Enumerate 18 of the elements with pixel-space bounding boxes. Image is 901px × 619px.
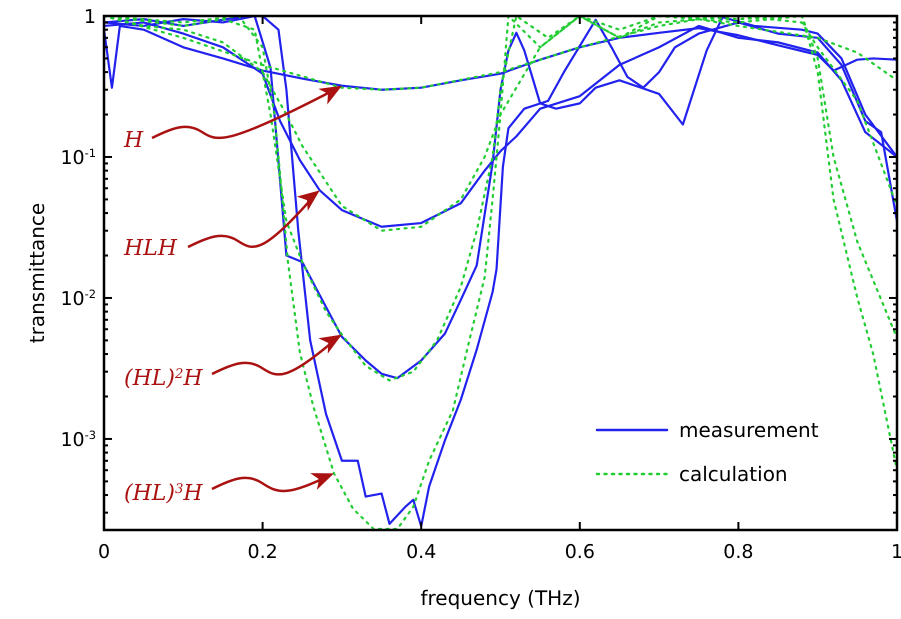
x-tick-label: 0.4 (406, 541, 436, 563)
y-tick-label: 10$^{-2}$ (60, 286, 96, 310)
annotation: H (123, 128, 144, 153)
y-axis-title: transmittance (25, 202, 49, 344)
x-axis-title: frequency (THz) (420, 586, 581, 610)
x-tick-label: 1 (890, 541, 901, 563)
x-tick-label: 0.2 (247, 541, 278, 563)
x-tick-label: 0.8 (723, 541, 754, 563)
legend-label: measurement (679, 418, 819, 442)
annotation: (HL)$^{3}$H (124, 481, 204, 506)
y-tick-label: 10$^{-3}$ (60, 428, 96, 451)
annotation: (HL)$^{2}$H (124, 366, 204, 391)
x-tick-label: 0 (98, 541, 110, 563)
annotation: HLH (123, 236, 178, 261)
y-tick-label: 1 (84, 6, 96, 28)
y-tick-label: 10$^{-1}$ (60, 146, 96, 169)
x-tick-label: 0.6 (564, 541, 595, 563)
legend-label: calculation (679, 462, 788, 486)
